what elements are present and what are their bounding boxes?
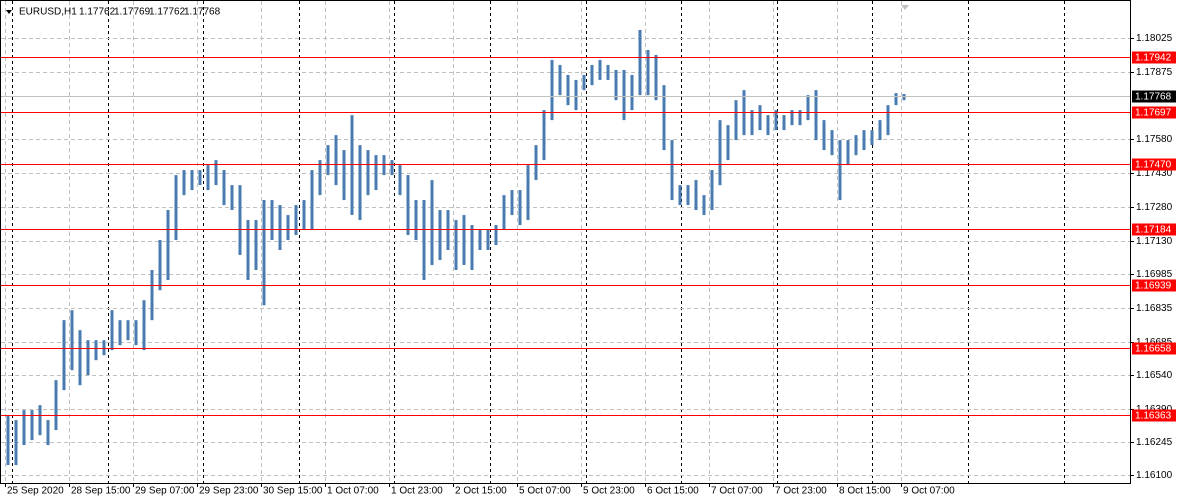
level-tag: [1132, 223, 1176, 236]
y-tick-label: 1.18025: [1136, 33, 1173, 44]
x-tick-label: 28 Sep 15:00: [71, 486, 131, 497]
level-tag: [1132, 51, 1176, 64]
level-label: 1.16658: [1135, 344, 1172, 355]
menu-arrow: [6, 10, 12, 14]
y-tick-label: 1.17580: [1136, 134, 1173, 145]
level-label: 1.17942: [1135, 53, 1172, 64]
quote-low: 1.17762: [149, 7, 186, 18]
level-label: 1.16939: [1135, 281, 1172, 292]
x-tick-label: 8 Oct 15:00: [839, 486, 891, 497]
y-tick-label: 1.17875: [1136, 67, 1173, 78]
level-label: 1.17697: [1135, 108, 1172, 119]
level-tag: [1132, 342, 1176, 355]
x-tick-label: 25 Sep 2020: [7, 486, 64, 497]
y-tick-label: 1.16835: [1136, 303, 1173, 314]
x-tick-label: 29 Sep 07:00: [135, 486, 195, 497]
level-tag: [1132, 409, 1176, 422]
y-tick-label: 1.17430: [1136, 168, 1173, 179]
last-price-label: 1.17768: [1135, 92, 1172, 103]
last-price-tag: [1132, 90, 1176, 103]
level-tag: [1132, 279, 1176, 292]
x-tick-label: 1 Oct 07:00: [327, 486, 379, 497]
level-tag: [1132, 158, 1176, 171]
shift-marker: [901, 5, 909, 10]
quote-high: 1.17769: [114, 7, 151, 18]
level-label: 1.17184: [1135, 225, 1172, 236]
quote-close: 1.17768: [184, 7, 221, 18]
x-tick-label: 1 Oct 23:00: [391, 486, 443, 497]
x-tick-label: 6 Oct 15:00: [647, 486, 699, 497]
x-tick-label: 7 Oct 23:00: [775, 486, 827, 497]
y-tick-label: 1.16985: [1136, 269, 1173, 280]
y-tick-label: 1.17280: [1136, 202, 1173, 213]
y-tick-label: 1.17130: [1136, 236, 1173, 247]
x-tick-label: 30 Sep 15:00: [263, 486, 323, 497]
x-tick-label: 2 Oct 15:00: [455, 486, 507, 497]
level-label: 1.17470: [1135, 160, 1172, 171]
symbol: EURUSD,H1: [19, 7, 77, 18]
level-tag: [1132, 106, 1176, 119]
y-tick-label: 1.16245: [1136, 437, 1173, 448]
quote-open: 1.17762: [79, 7, 116, 18]
x-tick-label: 5 Oct 23:00: [583, 486, 635, 497]
x-tick-label: 5 Oct 07:00: [519, 486, 571, 497]
level-label: 1.16363: [1135, 411, 1172, 422]
x-tick-label: 9 Oct 07:00: [903, 486, 955, 497]
x-tick-label: 29 Sep 23:00: [199, 486, 259, 497]
x-tick-label: 7 Oct 07:00: [711, 486, 763, 497]
y-tick-label: 1.16100: [1136, 470, 1173, 481]
y-tick-label: 1.16540: [1136, 370, 1173, 381]
